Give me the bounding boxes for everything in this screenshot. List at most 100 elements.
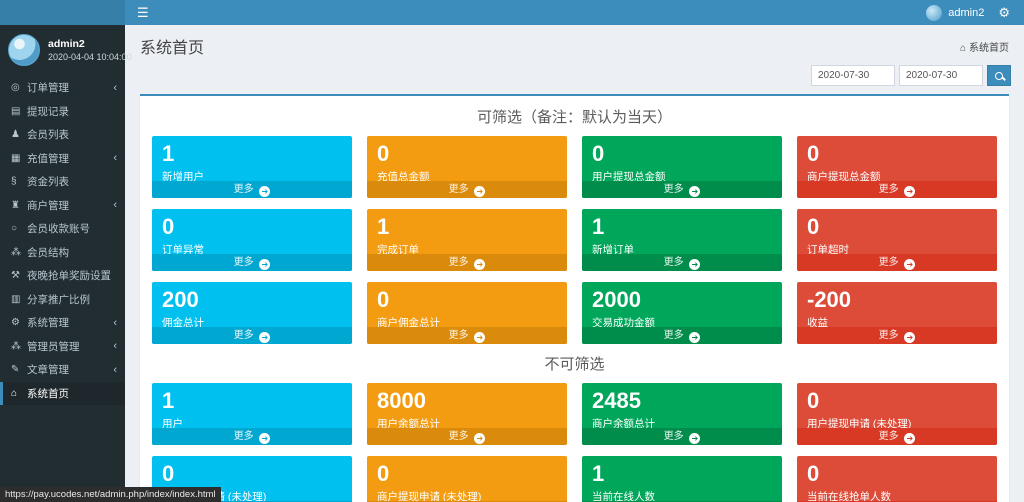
more-label: 更多 (663, 184, 687, 195)
chevron-left-icon: ‹ (113, 316, 117, 329)
sidebar-item-admin[interactable]: ⁂ 管理员管理 ‹ (0, 335, 125, 359)
stat-tile: 2000 交易成功金额 更多 ➔ (582, 282, 782, 344)
sidebar-item-article[interactable]: ✎ 文章管理 ‹ (0, 358, 125, 382)
stat-value: 8000 (377, 388, 426, 413)
stat-value: 1 (162, 141, 175, 166)
breadcrumb[interactable]: ⌂ 系统首页 (960, 39, 1009, 54)
more-label: 更多 (878, 330, 902, 341)
tile-more-link[interactable]: 更多 ➔ (152, 428, 352, 445)
stat-label: 交易成功金额 (592, 317, 655, 329)
stat-label: 当前在线人数 (592, 491, 655, 502)
sidebar-item-member-account[interactable]: ○ 会员收款账号 (0, 217, 125, 241)
tile-more-link[interactable]: 更多 ➔ (152, 254, 352, 271)
sidebar-user-datetime: 2020-04-04 10:04:00 (48, 52, 132, 63)
topbar-user-name: admin2 (948, 6, 985, 19)
tile-more-link[interactable]: 更多 ➔ (582, 181, 782, 198)
more-label: 更多 (448, 330, 472, 341)
tile-more-link[interactable]: 更多 ➔ (152, 181, 352, 198)
stat-tile: -200 收益 更多 ➔ (797, 282, 997, 344)
arrow-circle-right-icon: ➔ (474, 432, 486, 444)
stat-tile: 0 用户提现申请 (未处理) 更多 ➔ (797, 383, 997, 445)
arrow-circle-right-icon: ➔ (904, 331, 916, 343)
sidebar-item-merchant[interactable]: ♜ 商户管理 ‹ (0, 194, 125, 218)
gear-icon[interactable]: ⚙ (998, 4, 1010, 20)
sidebar-toggle-icon[interactable]: ☰ (137, 5, 149, 20)
stat-tile: 1 用户 更多 ➔ (152, 383, 352, 445)
date-from-input[interactable] (811, 65, 895, 86)
stat-tile: 0 订单异常 更多 ➔ (152, 209, 352, 271)
stat-label: 新增用户 (162, 171, 204, 183)
tile-more-link[interactable]: 更多 ➔ (582, 254, 782, 271)
sidebar-item-label: 夜晚抢单奖励设置 (27, 270, 111, 283)
tile-more-link[interactable]: 更多 ➔ (797, 428, 997, 445)
tile-more-link[interactable]: 更多 ➔ (582, 327, 782, 344)
sidebar-item-share-ratio[interactable]: ▥ 分享推广比例 (0, 288, 125, 312)
sidebar-item-member-structure[interactable]: ⁂ 会员结构 (0, 241, 125, 265)
stat-tile: 0 商户提现总金额 更多 ➔ (797, 136, 997, 198)
stat-label: 用户提现总金额 (592, 171, 666, 183)
stat-label: 当前在线抢单人数 (807, 491, 891, 502)
sidebar-item-night-reward[interactable]: ⚒ 夜晚抢单奖励设置 (0, 264, 125, 288)
stat-value: 0 (807, 388, 820, 413)
sidebar-item-label: 商户管理 (27, 199, 69, 212)
tile-more-link[interactable]: 更多 ➔ (797, 254, 997, 271)
sidebar-item-label: 充值管理 (27, 152, 69, 165)
sidebar-item-recharge[interactable]: ▦ 充值管理 ‹ (0, 147, 125, 171)
stat-value: 0 (592, 141, 605, 166)
arrow-circle-right-icon: ➔ (904, 185, 916, 197)
stat-tile: 2485 商户余额总计 更多 ➔ (582, 383, 782, 445)
stat-tile: 0 当前在线抢单人数 更多 ➔ (797, 456, 997, 502)
arrow-circle-right-icon: ➔ (904, 258, 916, 270)
date-to-input[interactable] (899, 65, 983, 86)
tile-more-link[interactable]: 更多 ➔ (797, 181, 997, 198)
stat-tile: 1 新增用户 更多 ➔ (152, 136, 352, 198)
tile-more-link[interactable]: 更多 ➔ (367, 181, 567, 198)
stat-value: 0 (807, 214, 820, 239)
topbar: ☰ admin2 ⚙ (125, 0, 1024, 25)
sidebar-item-system[interactable]: ⚙ 系统管理 ‹ (0, 311, 125, 335)
tile-more-link[interactable]: 更多 ➔ (797, 327, 997, 344)
circle-o-icon: ○ (11, 223, 18, 235)
arrow-circle-right-icon: ➔ (904, 432, 916, 444)
status-url-tooltip: https://pay.ucodes.net/admin.php/index/i… (0, 487, 221, 502)
more-label: 更多 (448, 431, 472, 442)
tile-more-link[interactable]: 更多 ➔ (582, 428, 782, 445)
sidebar-item-label: 会员结构 (27, 246, 69, 259)
stat-value: 0 (377, 461, 390, 486)
sidebar-item-label: 系统首页 (27, 387, 69, 400)
sidebar-item-funds-list[interactable]: § 资金列表 (0, 170, 125, 194)
sidebar-item-member-list[interactable]: ♟ 会员列表 (0, 123, 125, 147)
section-title: 不可筛选 (544, 356, 605, 373)
tile-grid: 1 用户 更多 ➔ 8000 用户余额总计 更多 ➔ 2485 商户余额总计 更… (152, 383, 997, 502)
avatar (926, 4, 943, 21)
users-icon: ⁂ (11, 246, 21, 258)
sidebar-menu: ◎ 订单管理 ‹ ▤ 提现记录 ♟ 会员列表 ▦ 充值管理 ‹ § 资金列表 ♜… (0, 76, 125, 405)
tile-more-link[interactable]: 更多 ➔ (152, 327, 352, 344)
sidebar-item-home[interactable]: ⌂ 系统首页 (0, 381, 125, 405)
tile-more-link[interactable]: 更多 ➔ (367, 428, 567, 445)
section-title: 可筛选（备注：默认为当天） (476, 109, 672, 126)
search-button[interactable] (987, 65, 1011, 86)
stat-tile: 1 新增订单 更多 ➔ (582, 209, 782, 271)
sidebar-item-label: 提现记录 (27, 105, 69, 118)
stat-label: 商户佣金总计 (377, 317, 440, 329)
stat-label: 用户余额总计 (377, 418, 440, 430)
more-label: 更多 (878, 184, 902, 195)
arrow-circle-right-icon: ➔ (689, 258, 701, 270)
tile-more-link[interactable]: 更多 ➔ (367, 254, 567, 271)
sidebar-item-orders[interactable]: ◎ 订单管理 ‹ (0, 76, 125, 100)
topbar-user-menu[interactable]: admin2 (926, 4, 985, 21)
tile-more-link[interactable]: 更多 ➔ (367, 327, 567, 344)
search-icon (995, 71, 1003, 80)
stat-value: 0 (377, 141, 390, 166)
stat-tile: 0 订单超时 更多 ➔ (797, 209, 997, 271)
stat-value: 1 (592, 461, 605, 486)
more-label: 更多 (878, 257, 902, 268)
more-label: 更多 (233, 431, 257, 442)
sidebar-item-withdraw-records[interactable]: ▤ 提现记录 (0, 100, 125, 124)
stat-value: 2000 (592, 287, 641, 312)
more-label: 更多 (663, 330, 687, 341)
stat-label: 订单超时 (807, 244, 849, 256)
stat-label: 收益 (807, 317, 828, 329)
tile-grid: 1 新增用户 更多 ➔ 0 充值总金额 更多 ➔ 0 用户提现总金额 更多 ➔ … (152, 136, 997, 344)
